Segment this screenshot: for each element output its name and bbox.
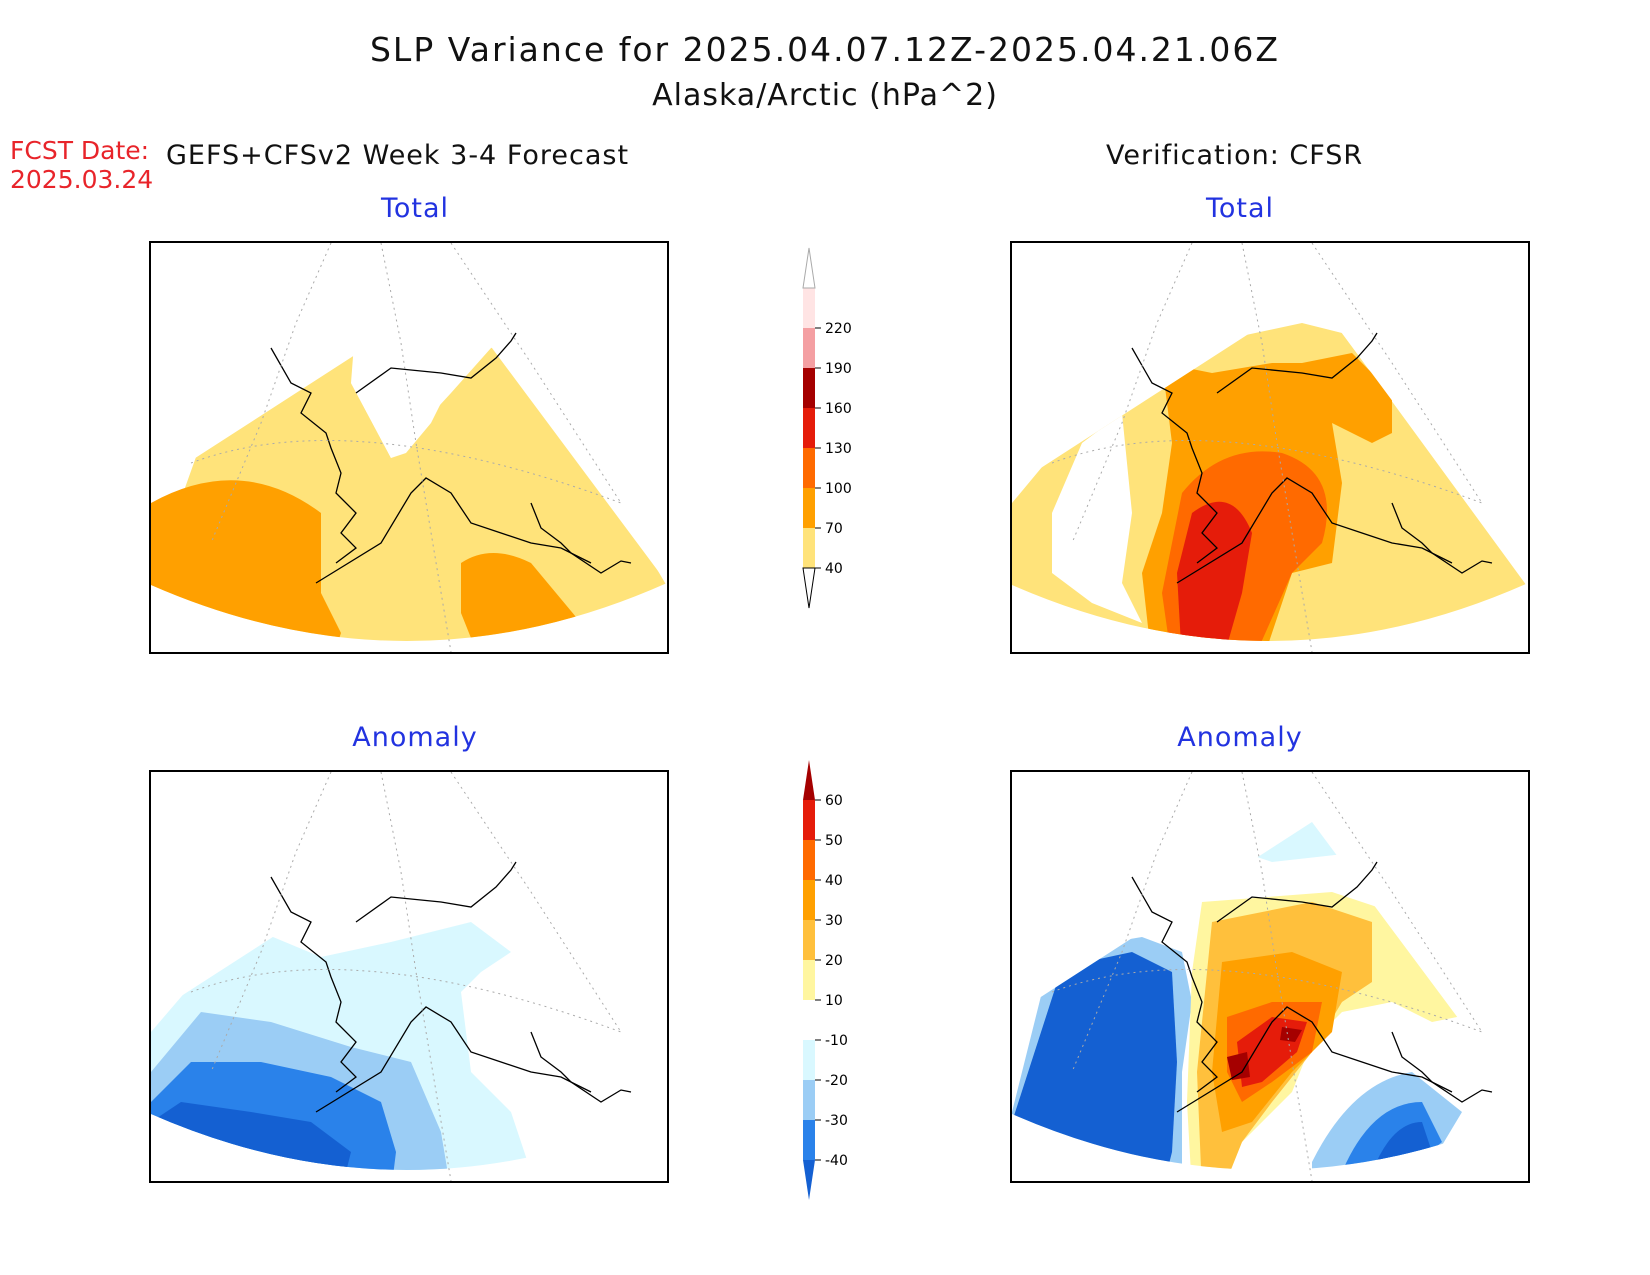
legend-anomaly-label: 50 (825, 833, 843, 849)
verification-anomaly-title: Anomaly (1177, 722, 1303, 753)
legend-anomaly-swatch (803, 1040, 815, 1080)
legend-anomaly-label: 30 (825, 913, 843, 929)
verification-total-graticule (1051, 243, 1483, 652)
forecast-anomaly-graticule (190, 772, 622, 1181)
verification-anomaly-coastline (1131, 861, 1493, 1113)
verification-anomaly-graticule (1051, 772, 1483, 1181)
legend-anomaly-swatch (803, 1080, 815, 1120)
legend-total-swatch (803, 448, 815, 488)
forecast-anomaly-title: Anomaly (352, 722, 478, 753)
legend-total-swatch (803, 488, 815, 528)
legend-anomaly-swatch (803, 800, 815, 840)
verification-total-title: Total (1205, 193, 1275, 224)
forecast-date-label: FCST Date: (10, 136, 150, 165)
legend-total-swatch (803, 288, 815, 328)
legend-anomaly-swatch (803, 1120, 815, 1160)
legend-total-label: 40 (825, 561, 843, 577)
legend-total-label: 190 (825, 361, 852, 377)
verification-total-coastline (1131, 332, 1493, 584)
legend-total-label: 160 (825, 401, 852, 417)
legend-total-upper-arrow (802, 247, 816, 289)
legend-anomaly-label: -20 (825, 1073, 848, 1089)
forecast-column-title: GEFS+CFSv2 Week 3-4 Forecast (166, 140, 630, 171)
legend-anomaly-swatch (803, 880, 815, 920)
legend-anomaly-label: -10 (825, 1033, 848, 1049)
legend-anomaly-swatch (803, 960, 815, 1000)
legend-total-label: 70 (825, 521, 843, 537)
legend-anomaly-lower-arrow (803, 1160, 815, 1200)
legend-anomaly-label: 60 (825, 793, 843, 809)
legend-anomaly-label: -30 (825, 1113, 848, 1129)
verification-total-map (1010, 241, 1530, 654)
legend-anomaly-upper-arrow (803, 760, 815, 800)
forecast-anomaly-coastline (270, 861, 632, 1113)
legend-anomaly-label: 40 (825, 873, 843, 889)
legend-total-swatch (803, 368, 815, 408)
legend-anomaly-label: -40 (825, 1153, 848, 1169)
legend-total-swatch (803, 528, 815, 568)
legend-total-lower-arrow (802, 567, 816, 609)
map-subtitle: Alaska/Arctic (hPa^2) (652, 78, 998, 113)
legend-anomaly-swatch (803, 920, 815, 960)
legend-total-swatch (803, 328, 815, 368)
forecast-anomaly-map (149, 770, 669, 1183)
verification-anomaly-map (1010, 770, 1530, 1183)
forecast-total-map (149, 241, 669, 654)
forecast-total-coastline (270, 332, 632, 584)
forecast-total-title: Total (380, 193, 450, 224)
legend-anomaly-label: 10 (825, 993, 843, 1009)
legend-anomaly-swatch (803, 1000, 815, 1040)
legend-anomaly-swatch (803, 840, 815, 880)
map-title: SLP Variance for 2025.04.07.12Z-2025.04.… (369, 30, 1281, 69)
legend-total-label: 100 (825, 481, 852, 497)
legend-anomaly-label: 20 (825, 953, 843, 969)
total-variance-legend: 40 70 100 130 160 190 220 (802, 247, 852, 609)
forecast-date-value: 2025.03.24 (10, 165, 154, 194)
forecast-date: FCST Date: 2025.03.24 (10, 136, 153, 194)
legend-total-label: 220 (825, 321, 852, 337)
anomaly-legend: -40 -30 -20 -10 10 20 30 40 50 60 (803, 760, 848, 1200)
forecast-total-graticule (190, 243, 622, 652)
legend-total-swatch (803, 408, 815, 448)
legend-total-label: 130 (825, 441, 852, 457)
verification-column-title: Verification: CFSR (1106, 140, 1364, 171)
